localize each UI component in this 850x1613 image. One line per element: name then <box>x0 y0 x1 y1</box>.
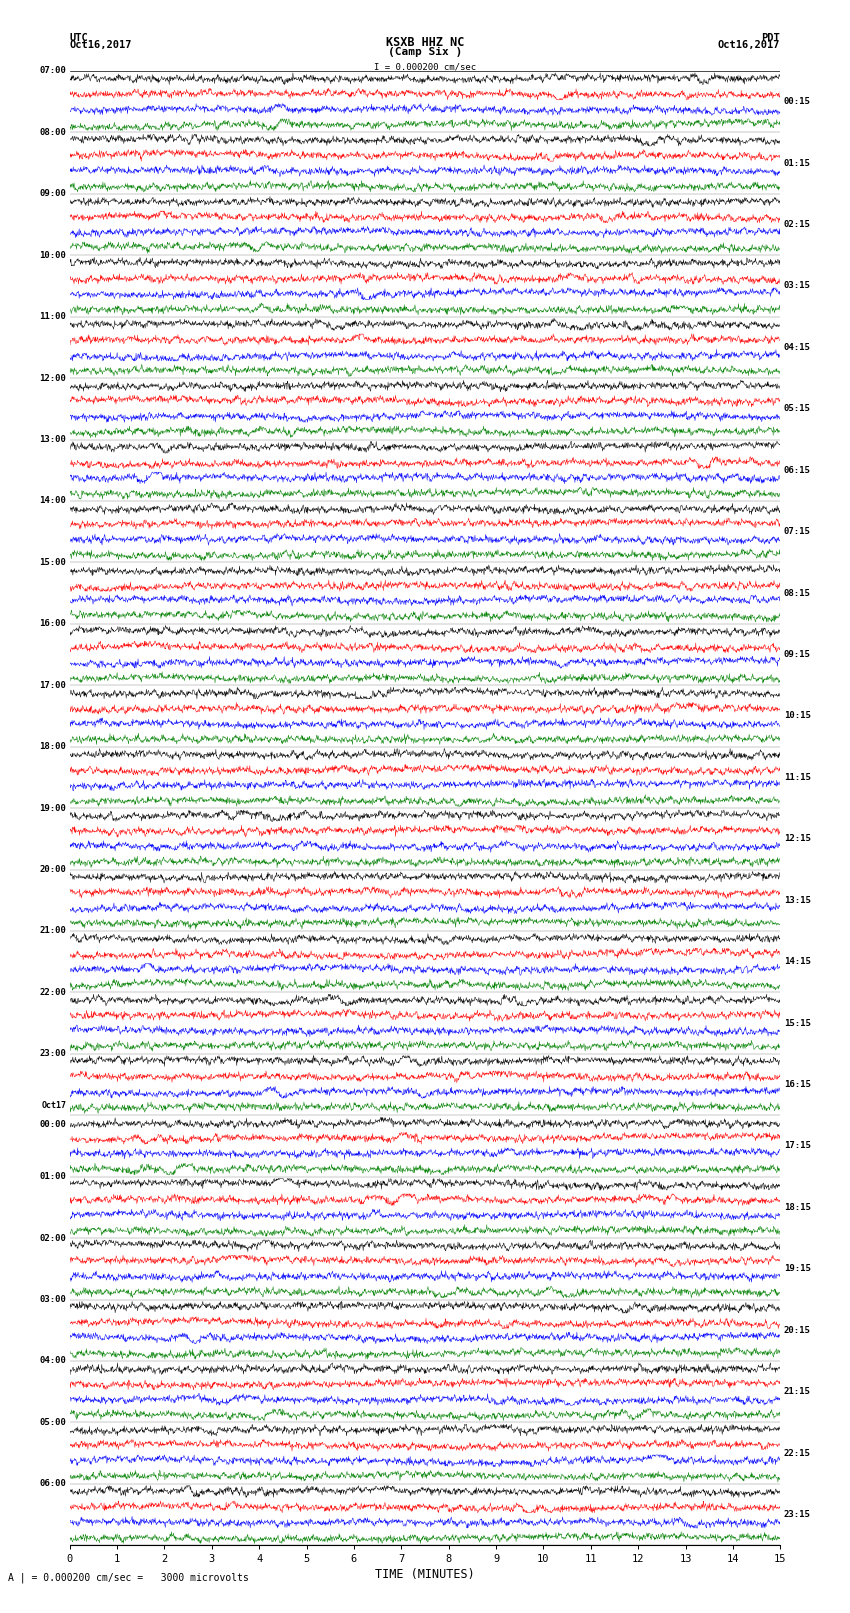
Text: 00:00: 00:00 <box>39 1119 66 1129</box>
Text: 16:00: 16:00 <box>39 619 66 629</box>
Text: 18:15: 18:15 <box>784 1203 811 1211</box>
Text: 02:15: 02:15 <box>784 219 811 229</box>
Text: 08:15: 08:15 <box>784 589 811 597</box>
Text: 12:00: 12:00 <box>39 374 66 382</box>
Text: 02:00: 02:00 <box>39 1234 66 1242</box>
Text: 16:15: 16:15 <box>784 1081 811 1089</box>
Text: 20:15: 20:15 <box>784 1326 811 1334</box>
Text: 11:15: 11:15 <box>784 773 811 782</box>
Text: 03:15: 03:15 <box>784 282 811 290</box>
Text: 01:15: 01:15 <box>784 158 811 168</box>
Text: 21:00: 21:00 <box>39 926 66 936</box>
Text: 07:00: 07:00 <box>39 66 66 76</box>
Text: 10:00: 10:00 <box>39 250 66 260</box>
Text: 17:15: 17:15 <box>784 1142 811 1150</box>
Text: 13:00: 13:00 <box>39 436 66 444</box>
Text: 12:15: 12:15 <box>784 834 811 844</box>
Text: 09:15: 09:15 <box>784 650 811 660</box>
Text: 11:00: 11:00 <box>39 313 66 321</box>
Text: 01:00: 01:00 <box>39 1173 66 1181</box>
Text: 08:00: 08:00 <box>39 127 66 137</box>
Text: 17:00: 17:00 <box>39 681 66 690</box>
Text: 15:00: 15:00 <box>39 558 66 566</box>
Text: A | = 0.000200 cm/sec =   3000 microvolts: A | = 0.000200 cm/sec = 3000 microvolts <box>8 1573 249 1582</box>
Text: 04:00: 04:00 <box>39 1357 66 1366</box>
Text: 06:00: 06:00 <box>39 1479 66 1489</box>
Text: 06:15: 06:15 <box>784 466 811 474</box>
Text: 14:15: 14:15 <box>784 957 811 966</box>
Text: KSXB HHZ NC: KSXB HHZ NC <box>386 35 464 50</box>
Text: 23:00: 23:00 <box>39 1050 66 1058</box>
Text: 00:15: 00:15 <box>784 97 811 106</box>
Text: 07:15: 07:15 <box>784 527 811 536</box>
Text: Oct16,2017: Oct16,2017 <box>717 40 780 50</box>
Text: 10:15: 10:15 <box>784 711 811 721</box>
Text: (Camp Six ): (Camp Six ) <box>388 47 462 58</box>
Text: 09:00: 09:00 <box>39 189 66 198</box>
Text: 19:15: 19:15 <box>784 1265 811 1273</box>
Text: 04:15: 04:15 <box>784 344 811 352</box>
Text: 18:00: 18:00 <box>39 742 66 752</box>
Text: 05:15: 05:15 <box>784 405 811 413</box>
Text: 03:00: 03:00 <box>39 1295 66 1303</box>
Text: UTC: UTC <box>70 32 88 44</box>
Text: 19:00: 19:00 <box>39 803 66 813</box>
Text: I = 0.000200 cm/sec: I = 0.000200 cm/sec <box>374 63 476 71</box>
Text: Oct16,2017: Oct16,2017 <box>70 40 133 50</box>
Text: PDT: PDT <box>762 32 780 44</box>
Text: 20:00: 20:00 <box>39 865 66 874</box>
Text: 14:00: 14:00 <box>39 497 66 505</box>
Text: Oct17: Oct17 <box>42 1102 66 1110</box>
Text: 15:15: 15:15 <box>784 1019 811 1027</box>
Text: 05:00: 05:00 <box>39 1418 66 1428</box>
Text: 21:15: 21:15 <box>784 1387 811 1397</box>
Text: 23:15: 23:15 <box>784 1510 811 1519</box>
X-axis label: TIME (MINUTES): TIME (MINUTES) <box>375 1568 475 1581</box>
Text: 13:15: 13:15 <box>784 895 811 905</box>
Text: 22:15: 22:15 <box>784 1448 811 1458</box>
Text: 22:00: 22:00 <box>39 987 66 997</box>
